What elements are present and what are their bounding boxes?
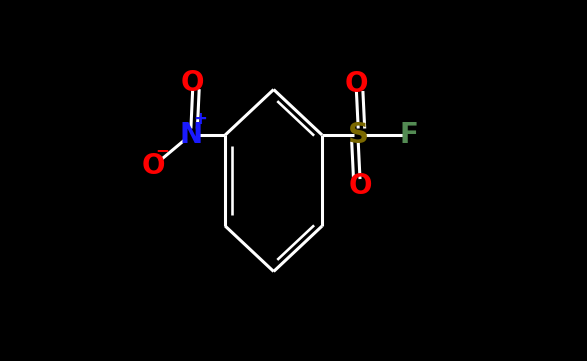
Text: O: O xyxy=(348,171,372,200)
Text: −: − xyxy=(155,142,169,160)
Text: O: O xyxy=(345,70,368,99)
Text: +: + xyxy=(193,110,207,128)
Text: S: S xyxy=(348,121,369,149)
Text: O: O xyxy=(141,152,165,180)
Text: F: F xyxy=(399,121,418,149)
Text: O: O xyxy=(181,69,204,97)
Text: N: N xyxy=(180,121,203,149)
